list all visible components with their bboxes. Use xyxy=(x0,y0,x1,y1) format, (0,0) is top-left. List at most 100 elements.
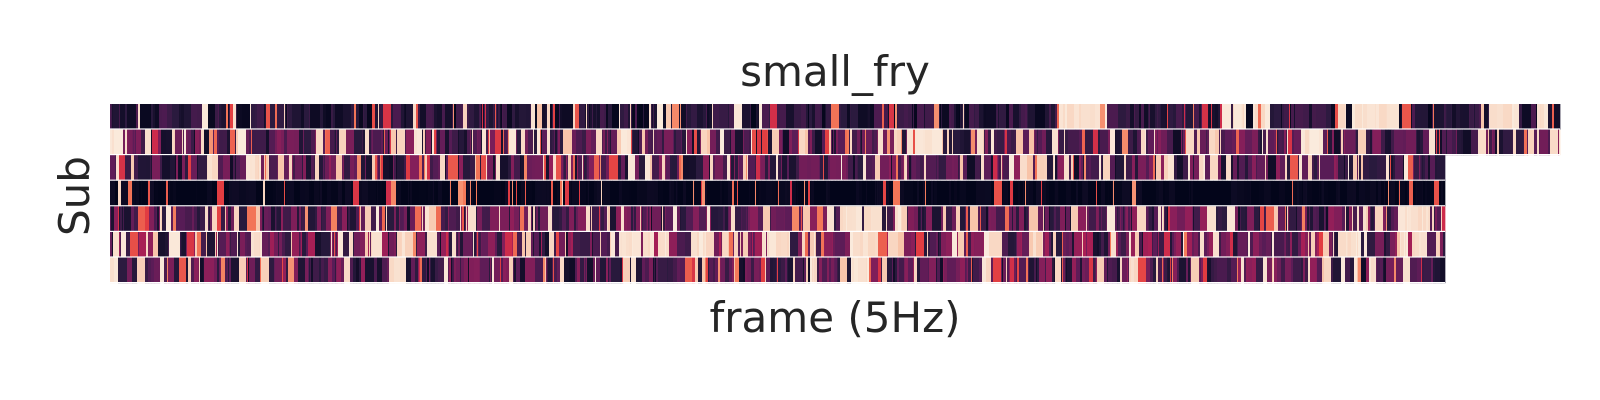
heatmap-cell xyxy=(662,206,664,232)
heatmap-cell xyxy=(1203,155,1205,181)
heatmap-cell xyxy=(550,129,553,156)
heatmap-cell xyxy=(608,257,610,284)
heatmap-cell xyxy=(756,104,759,130)
heatmap-cell xyxy=(342,180,346,207)
heatmap-cell xyxy=(1035,129,1038,156)
heatmap-cell xyxy=(590,104,593,130)
heatmap-cell xyxy=(918,206,921,232)
heatmap-cell xyxy=(1357,257,1359,284)
heatmap-cell xyxy=(1198,232,1201,258)
heatmap-cell xyxy=(484,104,486,130)
heatmap-cell xyxy=(1276,155,1279,181)
heatmap-cell xyxy=(1010,180,1014,207)
heatmap-cell xyxy=(687,129,693,156)
heatmap-cell xyxy=(1009,257,1011,284)
heatmap-cell xyxy=(1274,257,1278,284)
heatmap-cell xyxy=(1023,129,1030,156)
heatmap-cell xyxy=(486,104,490,130)
heatmap-cell xyxy=(580,180,587,207)
heatmap-cell xyxy=(1014,180,1017,207)
heatmap-cell xyxy=(311,129,316,156)
heatmap-cell xyxy=(239,206,248,232)
heatmap-cell xyxy=(857,129,861,156)
heatmap-cell xyxy=(363,104,365,130)
heatmap-cell xyxy=(158,232,166,258)
heatmap-cell xyxy=(622,232,627,258)
heatmap-cell xyxy=(1130,104,1135,130)
heatmap-cell xyxy=(1495,129,1498,156)
heatmap-cell xyxy=(115,129,121,156)
heatmap-cell xyxy=(574,206,577,232)
heatmap-cell xyxy=(191,257,195,284)
heatmap-cell xyxy=(524,155,528,181)
heatmap-cell xyxy=(805,180,808,207)
heatmap-cell xyxy=(441,206,446,232)
heatmap-cell xyxy=(1164,232,1171,258)
heatmap-cell xyxy=(1162,257,1164,284)
heatmap-cell xyxy=(665,232,667,258)
heatmap-cell xyxy=(311,257,314,284)
heatmap-cell xyxy=(1295,180,1298,207)
heatmap-cell xyxy=(331,232,333,258)
heatmap-cell xyxy=(349,206,351,232)
heatmap-cell xyxy=(495,129,502,156)
heatmap-cell xyxy=(492,180,495,207)
heatmap-cell xyxy=(1354,257,1358,284)
heatmap-cell xyxy=(938,155,940,181)
heatmap-cell xyxy=(1067,257,1073,284)
heatmap-cell xyxy=(1238,206,1241,232)
heatmap-cell xyxy=(577,155,579,181)
heatmap-cell xyxy=(423,206,426,232)
row-separator xyxy=(110,154,1560,156)
heatmap-cell xyxy=(396,180,402,207)
heatmap-cell xyxy=(1260,129,1263,156)
heatmap-cell xyxy=(648,206,650,232)
heatmap-cell xyxy=(794,104,802,130)
heatmap-cell xyxy=(1281,257,1286,284)
heatmap-cell xyxy=(845,155,847,181)
heatmap-cell xyxy=(1238,232,1248,258)
heatmap-cell xyxy=(127,257,133,284)
heatmap-cell xyxy=(1326,155,1335,181)
heatmap-cell xyxy=(589,232,591,258)
heatmap-cell xyxy=(1102,206,1107,232)
heatmap-cell xyxy=(850,129,853,156)
heatmap-cell xyxy=(587,104,589,130)
heatmap-cell xyxy=(880,180,884,207)
heatmap-cell xyxy=(822,104,826,130)
heatmap-cell xyxy=(745,180,750,207)
heatmap-cell xyxy=(618,155,622,181)
heatmap-cell xyxy=(925,129,933,156)
heatmap-cell xyxy=(776,180,778,207)
heatmap-cell xyxy=(166,129,173,156)
heatmap-cell xyxy=(952,206,957,232)
heatmap-cell xyxy=(155,104,160,130)
heatmap-cell xyxy=(291,232,293,258)
heatmap-cell xyxy=(1046,129,1053,156)
heatmap-cell xyxy=(943,257,945,284)
heatmap-cell xyxy=(824,180,826,207)
heatmap-cell xyxy=(1217,257,1228,284)
heatmap-cell xyxy=(360,206,362,232)
heatmap-cell xyxy=(277,104,285,130)
heatmap-cell xyxy=(1219,232,1221,258)
heatmap-cell xyxy=(845,129,848,156)
heatmap-cell xyxy=(611,232,616,258)
heatmap-cell xyxy=(1083,180,1089,207)
heatmap-cell xyxy=(920,180,924,207)
heatmap-cell xyxy=(137,257,146,284)
heatmap-cell xyxy=(228,104,230,130)
heatmap-cell xyxy=(215,232,217,258)
heatmap-cell xyxy=(852,129,858,156)
heatmap-cell xyxy=(1134,129,1138,156)
heatmap-cell xyxy=(587,257,594,284)
heatmap-cell xyxy=(693,180,695,207)
heatmap-cell xyxy=(259,232,261,258)
heatmap-cell xyxy=(747,257,749,284)
heatmap-cell xyxy=(1278,206,1286,232)
heatmap-cell xyxy=(1271,180,1273,207)
heatmap-cell xyxy=(750,104,752,130)
heatmap-cell xyxy=(562,206,567,232)
heatmap-cell xyxy=(1310,232,1312,258)
heatmap-cell xyxy=(782,155,788,181)
